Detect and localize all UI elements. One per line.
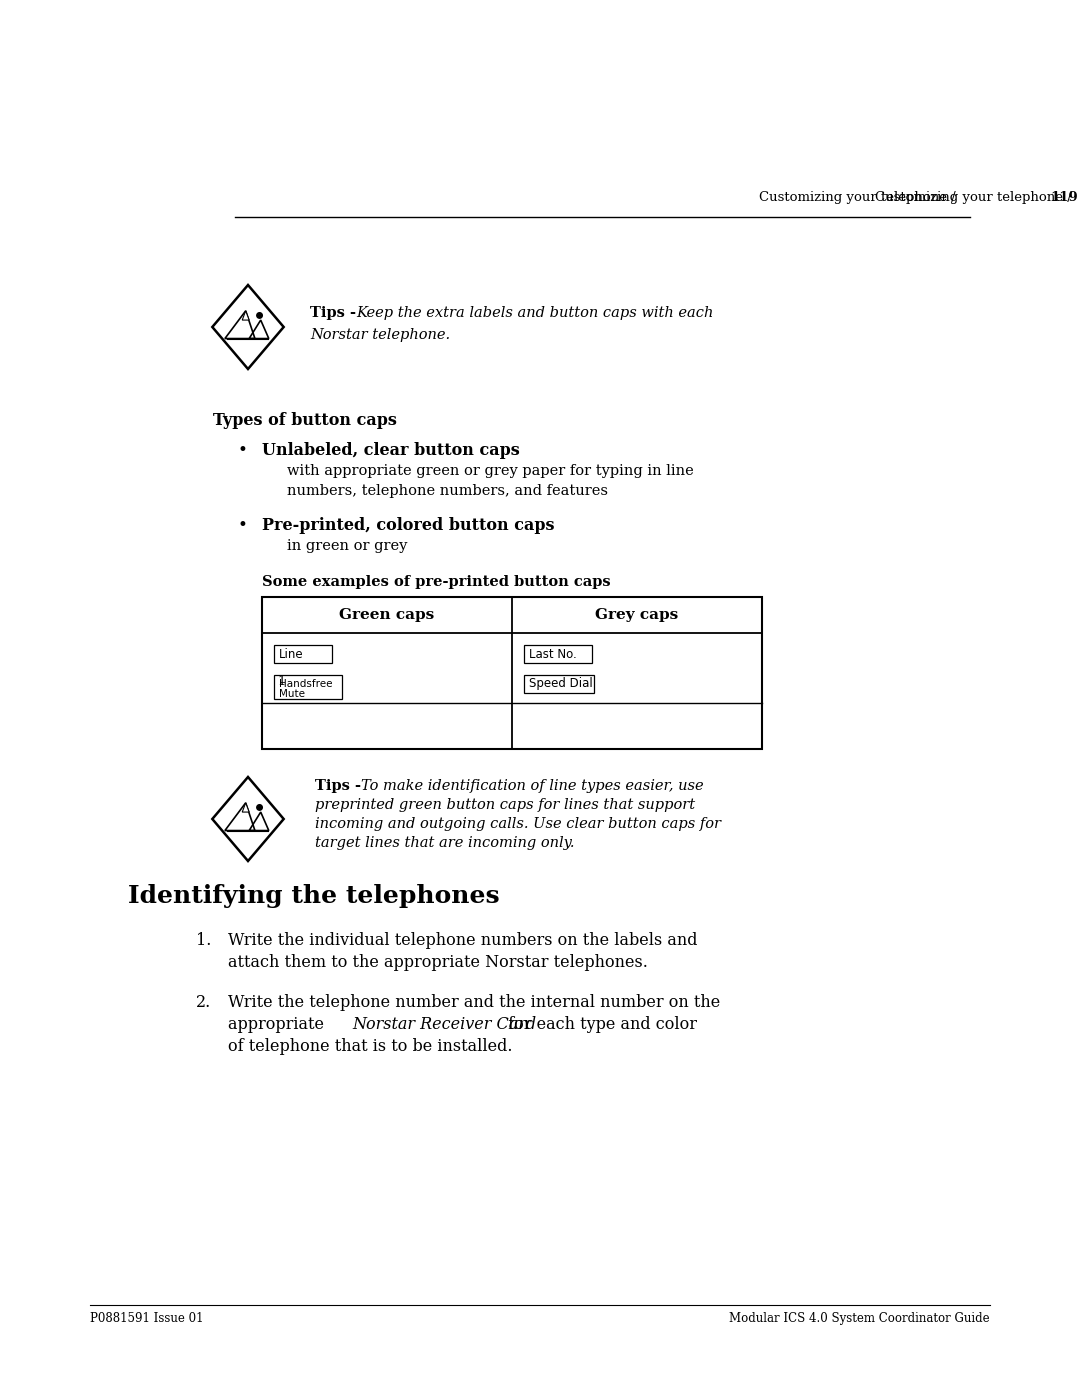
Text: Customizing your telephone /: Customizing your telephone / [759, 191, 960, 204]
Text: Tips -: Tips - [310, 306, 361, 320]
Text: attach them to the appropriate Norstar telephones.: attach them to the appropriate Norstar t… [228, 954, 648, 971]
Text: with appropriate green or grey paper for typing in line: with appropriate green or grey paper for… [287, 464, 693, 478]
Text: target lines that are incoming only.: target lines that are incoming only. [315, 835, 575, 849]
Text: Norstar telephone.: Norstar telephone. [310, 328, 450, 342]
Text: Some examples of pre-printed button caps: Some examples of pre-printed button caps [262, 576, 610, 590]
Bar [524, 675, 594, 693]
Text: 1: 1 [276, 675, 285, 687]
Text: Keep the extra labels and button caps with each: Keep the extra labels and button caps wi… [356, 306, 714, 320]
Text: in green or grey: in green or grey [287, 539, 407, 553]
Text: Pre-printed, colored button caps: Pre-printed, colored button caps [262, 517, 554, 534]
Polygon shape [242, 803, 249, 812]
Text: Last No.: Last No. [529, 647, 577, 661]
Text: Customizing your telephone /: Customizing your telephone / [875, 191, 1076, 204]
Text: Grey caps: Grey caps [595, 608, 678, 622]
Text: Tips -: Tips - [315, 780, 366, 793]
Text: Write the individual telephone numbers on the labels and: Write the individual telephone numbers o… [228, 932, 698, 949]
Circle shape [257, 805, 262, 810]
Text: •: • [237, 517, 247, 534]
Text: Handsfree: Handsfree [279, 679, 333, 689]
Text: Identifying the telephones: Identifying the telephones [129, 884, 500, 908]
Bar [262, 597, 762, 749]
Text: •: • [237, 441, 247, 460]
Text: Green caps: Green caps [339, 608, 434, 622]
Bar [524, 645, 592, 664]
Text: Types of button caps: Types of button caps [213, 412, 396, 429]
Text: preprinted green button caps for lines that support: preprinted green button caps for lines t… [315, 798, 696, 812]
Bar [274, 645, 332, 664]
Bar [274, 675, 342, 698]
Text: for each type and color: for each type and color [503, 1016, 697, 1032]
Text: To make identification of line types easier, use: To make identification of line types eas… [361, 780, 704, 793]
Circle shape [257, 313, 262, 319]
Text: of telephone that is to be installed.: of telephone that is to be installed. [228, 1038, 513, 1055]
Text: Unlabeled, clear button caps: Unlabeled, clear button caps [262, 441, 519, 460]
Text: numbers, telephone numbers, and features: numbers, telephone numbers, and features [287, 483, 608, 497]
Text: appropriate: appropriate [228, 1016, 329, 1032]
Text: P0881591 Issue 01: P0881591 Issue 01 [90, 1312, 203, 1324]
Text: Mute: Mute [279, 689, 305, 698]
Text: 1.: 1. [195, 932, 212, 949]
Polygon shape [242, 310, 249, 320]
Text: Speed Dial: Speed Dial [529, 678, 593, 690]
Text: Line: Line [279, 647, 303, 661]
Text: Modular ICS 4.0 System Coordinator Guide: Modular ICS 4.0 System Coordinator Guide [729, 1312, 990, 1324]
Text: Write the telephone number and the internal number on the: Write the telephone number and the inter… [228, 995, 720, 1011]
Text: incoming and outgoing calls. Use clear button caps for: incoming and outgoing calls. Use clear b… [315, 817, 721, 831]
Text: 2.: 2. [195, 995, 212, 1011]
Text: 119: 119 [1050, 191, 1078, 204]
Text: Customizing your telephone /  119: Customizing your telephone / 119 [729, 191, 960, 204]
Text: Norstar Receiver Card: Norstar Receiver Card [352, 1016, 536, 1032]
